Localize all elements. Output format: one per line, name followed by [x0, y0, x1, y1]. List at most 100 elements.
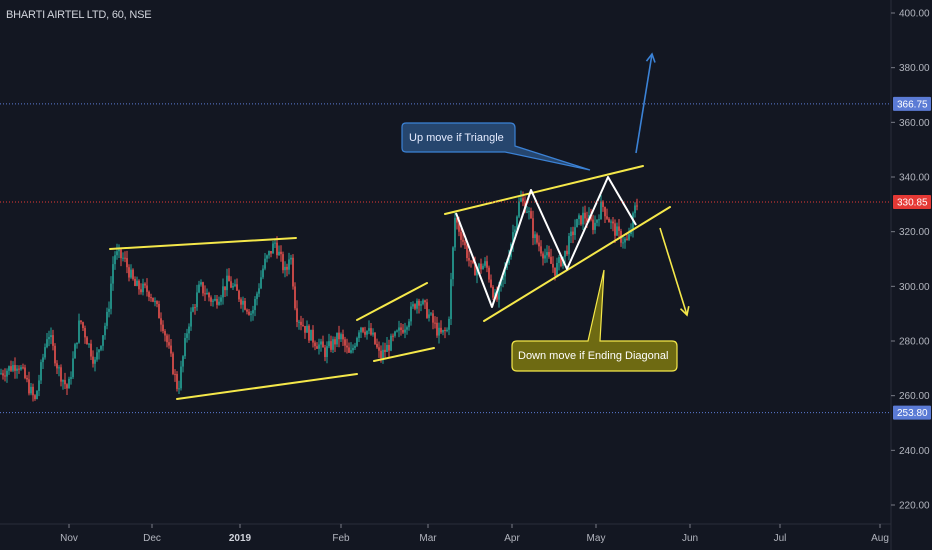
price-axis[interactable]: 400.00 380.00 360.00 340.00 320.00 300.00 280.…	[890, 0, 930, 550]
drawings-layer[interactable]	[109, 52, 690, 400]
candle-body	[238, 290, 240, 300]
price-tag-badge	[893, 195, 931, 210]
candle-body	[454, 217, 456, 248]
candle-body	[164, 331, 166, 336]
price-tag-badge	[893, 96, 931, 111]
candle-body	[572, 231, 574, 236]
candle-body	[54, 345, 56, 364]
candle-body	[508, 256, 510, 264]
candle-body	[606, 216, 608, 219]
candle-body	[356, 337, 358, 346]
candle-body	[140, 289, 142, 293]
time-axis[interactable]: Nov Dec 2019 Feb Mar Apr May Jun Jul Aug	[0, 523, 891, 544]
callout-triangle-text[interactable]: Up move if Triangle	[409, 132, 504, 144]
up-arrow-shaft[interactable]	[635, 53, 653, 154]
candle-body	[434, 322, 436, 324]
candle-body	[464, 241, 466, 246]
candle-body	[310, 329, 312, 341]
down-arrow-head[interactable]	[679, 306, 690, 317]
candle-body	[390, 335, 392, 351]
candle-body	[14, 365, 16, 371]
candle-body	[294, 286, 296, 309]
candle-body	[112, 264, 114, 284]
trendline-feb-top[interactable]	[356, 282, 428, 321]
candle-body	[320, 341, 322, 345]
candle-body	[284, 266, 286, 271]
candle-body	[556, 262, 558, 276]
candle-body	[334, 339, 336, 345]
trendline-lower-wedge[interactable]	[483, 206, 671, 322]
candle-body	[182, 356, 184, 367]
candle-body	[360, 327, 362, 333]
candle-body	[252, 310, 254, 314]
callout-triangle-box[interactable]	[401, 122, 591, 171]
candle-body	[428, 314, 430, 318]
candle-body	[210, 297, 212, 302]
candle-body	[128, 267, 130, 278]
candle-body	[516, 216, 518, 230]
candle-body	[312, 329, 314, 343]
candle-body	[118, 249, 120, 252]
candle-body	[34, 395, 36, 400]
candle-body	[324, 347, 326, 357]
trendline-dec-bottom[interactable]	[176, 373, 358, 400]
price-tick-label: 300.00	[899, 282, 930, 293]
candle-body	[62, 380, 64, 382]
candle-body	[362, 327, 364, 332]
candle-body	[478, 263, 480, 269]
trendline-feb-bottom[interactable]	[373, 347, 435, 362]
candle-body	[376, 343, 378, 348]
candle-body	[148, 291, 150, 298]
up-arrow-head[interactable]	[645, 52, 656, 63]
candle-body	[374, 332, 376, 344]
down-arrow-shaft[interactable]	[659, 227, 688, 316]
trendline-upper-wedge[interactable]	[444, 165, 644, 215]
symbol-title[interactable]: BHARTI AIRTEL LTD, 60, NSE	[6, 9, 152, 21]
candle-body	[540, 246, 542, 254]
callout-diagonal-text[interactable]: Down move if Ending Diagonal	[518, 350, 668, 362]
candle-body	[106, 311, 108, 326]
candle-body	[342, 334, 344, 340]
candle-body	[270, 251, 272, 254]
candle-body	[242, 300, 244, 305]
candle-body	[6, 370, 8, 377]
zigzag-wave-line[interactable]	[455, 176, 637, 308]
candle-body	[564, 250, 566, 257]
candle-body	[204, 293, 206, 295]
candle-body	[418, 300, 420, 306]
candle-body	[136, 280, 138, 286]
candle-body	[8, 366, 10, 371]
candle-body	[296, 308, 298, 323]
candle-body	[482, 265, 484, 270]
candle-body	[152, 297, 154, 302]
candle-body	[178, 388, 180, 390]
candle-body	[282, 254, 284, 271]
callout-diagonal-box[interactable]	[511, 269, 678, 372]
candle-body	[412, 304, 414, 307]
candle-body	[612, 221, 614, 224]
candle-body	[236, 284, 238, 291]
candle-body	[166, 335, 168, 343]
time-tick-label: Mar	[419, 533, 437, 544]
price-tick-label: 400.00	[899, 9, 930, 20]
candle-body	[436, 322, 438, 336]
candle-body	[322, 341, 324, 348]
candle-body	[272, 243, 274, 254]
candle-body	[550, 256, 552, 264]
candle-body	[104, 325, 106, 336]
trendline-dec-top[interactable]	[109, 237, 297, 250]
candle-body	[124, 257, 126, 259]
candle-body	[408, 321, 410, 328]
candle-body	[430, 313, 432, 315]
candle-body	[78, 320, 80, 343]
candle-body	[116, 251, 118, 256]
callouts-layer[interactable]: Up move if Triangle Down move if Ending D…	[401, 122, 678, 372]
candle-body	[80, 320, 82, 323]
candle-body	[20, 367, 22, 370]
candle-body	[260, 277, 262, 289]
candle-body	[130, 269, 132, 278]
candle-body	[2, 373, 4, 376]
candle-body	[358, 332, 360, 338]
candle-body	[528, 211, 530, 213]
